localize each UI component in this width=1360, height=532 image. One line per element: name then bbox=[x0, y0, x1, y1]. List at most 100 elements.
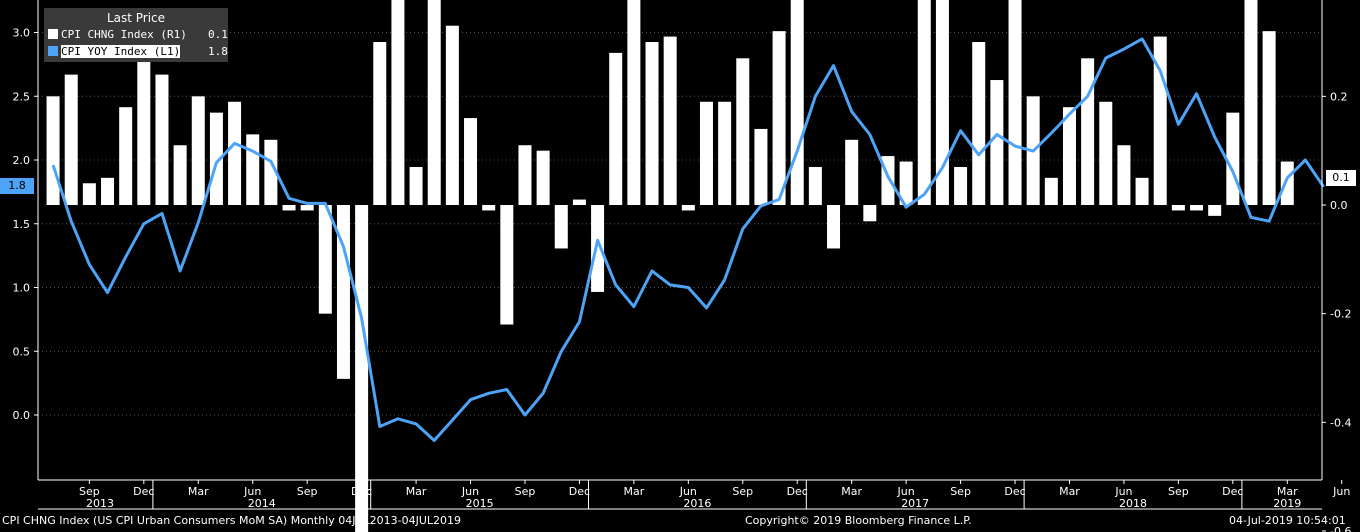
x-month-label: Sep bbox=[1168, 485, 1189, 498]
x-month-label: Dec bbox=[1222, 485, 1243, 498]
bar bbox=[935, 0, 949, 206]
bar bbox=[1062, 107, 1076, 205]
bar bbox=[1280, 161, 1294, 205]
x-month-label: Mar bbox=[406, 485, 427, 498]
bar bbox=[917, 0, 931, 206]
x-month-label: Jun bbox=[243, 485, 261, 498]
y-right-tick-label: 0.2 bbox=[1330, 90, 1348, 103]
bar bbox=[627, 0, 641, 206]
x-month-label: Sep bbox=[515, 485, 536, 498]
bar bbox=[300, 205, 314, 211]
yoy-line bbox=[51, 37, 1325, 442]
bar bbox=[754, 128, 768, 205]
bar bbox=[209, 112, 223, 205]
bar bbox=[1081, 58, 1095, 206]
footer-description: CPI CHNG Index (US CPI Urban Consumers M… bbox=[2, 514, 462, 527]
bar bbox=[373, 42, 387, 206]
bar bbox=[827, 205, 841, 249]
bar bbox=[990, 80, 1004, 205]
x-month-label: Mar bbox=[623, 485, 644, 498]
y-left-tick-label: 2.5 bbox=[13, 90, 31, 103]
x-month-label: Jun bbox=[1332, 485, 1350, 498]
x-month-label: Sep bbox=[732, 485, 753, 498]
bar bbox=[845, 139, 859, 205]
bar bbox=[1244, 0, 1258, 206]
bar bbox=[591, 205, 605, 292]
footer-copyright: Copyright© 2019 Bloomberg Finance L.P. bbox=[745, 514, 972, 527]
y-axis-left: 0.0 0.5 1.0 1.5 2.0 2.5 3.0 bbox=[13, 27, 38, 422]
bar bbox=[246, 134, 260, 205]
x-month-label: Dec bbox=[787, 485, 808, 498]
y-left-tick-label: 1.0 bbox=[13, 282, 31, 295]
x-month-label: Sep bbox=[950, 485, 971, 498]
bar bbox=[64, 74, 78, 205]
y-right-tick-label: -0.2 bbox=[1330, 308, 1351, 321]
bar bbox=[899, 161, 913, 205]
footer-timestamp: 04-Jul-2019 10:54:01 bbox=[1229, 514, 1346, 527]
bar bbox=[972, 42, 986, 206]
bar bbox=[681, 205, 695, 211]
bar bbox=[228, 101, 242, 205]
bar bbox=[645, 42, 659, 206]
y-left-tick-label: 3.0 bbox=[13, 27, 31, 40]
x-month-label: Mar bbox=[841, 485, 862, 498]
y-left-tick-label: 0.0 bbox=[13, 409, 31, 422]
bar bbox=[554, 205, 568, 249]
bar bbox=[1117, 145, 1131, 205]
x-year-label: 2018 bbox=[1119, 497, 1147, 510]
bar bbox=[718, 101, 732, 205]
x-year-label: 2015 bbox=[466, 497, 494, 510]
legend-label: CPI CHNG Index (R1) bbox=[61, 28, 187, 41]
bar bbox=[318, 205, 332, 314]
y-left-tick-label: 0.5 bbox=[13, 345, 31, 358]
bar bbox=[536, 150, 550, 205]
bar bbox=[101, 177, 115, 205]
x-month-label: Dec bbox=[351, 485, 372, 498]
bar bbox=[572, 199, 586, 205]
bar bbox=[336, 205, 350, 379]
x-month-label: Sep bbox=[79, 485, 100, 498]
bar bbox=[282, 205, 296, 211]
bar bbox=[1262, 31, 1276, 206]
legend-value: 0.1 bbox=[208, 28, 228, 41]
bar bbox=[518, 145, 532, 205]
last-value-tag-left: 1.8 bbox=[0, 178, 34, 194]
bar bbox=[482, 205, 496, 211]
y-right-tick-label: 0.0 bbox=[1330, 199, 1348, 212]
bar bbox=[1171, 205, 1185, 211]
bar bbox=[1190, 205, 1204, 211]
bar bbox=[445, 25, 459, 206]
bar bbox=[790, 0, 804, 206]
y-axis-right: -0.6-0.4-0.20.00.20.4 bbox=[1322, 90, 1351, 532]
x-month-label: Mar bbox=[188, 485, 209, 498]
bar bbox=[808, 166, 822, 205]
bar bbox=[699, 101, 713, 205]
bar bbox=[409, 166, 423, 205]
x-month-label: Jun bbox=[461, 485, 479, 498]
bar bbox=[954, 166, 968, 205]
x-month-label: Jun bbox=[1114, 485, 1132, 498]
x-year-label: 2013 bbox=[86, 497, 114, 510]
x-year-label: 2016 bbox=[683, 497, 711, 510]
bar bbox=[191, 96, 205, 205]
legend-value: 1.8 bbox=[208, 45, 228, 58]
last-value-tag-right: 0.1 bbox=[1326, 170, 1356, 186]
x-year-label: 2017 bbox=[901, 497, 929, 510]
legend-item-cpi-yoy: CPI YOY Index (L1) 1.8 bbox=[48, 45, 228, 58]
bar bbox=[173, 145, 187, 205]
bar bbox=[500, 205, 514, 325]
bar bbox=[46, 96, 60, 205]
bar bbox=[1008, 0, 1022, 205]
bar bbox=[137, 58, 151, 206]
x-month-label: Jun bbox=[679, 485, 697, 498]
legend-item-cpi-chng: CPI CHNG Index (R1) 0.1 bbox=[48, 28, 228, 41]
y-right-tick-label: -0.4 bbox=[1330, 416, 1351, 429]
bar bbox=[355, 205, 369, 532]
x-month-label: Sep bbox=[297, 485, 318, 498]
bar bbox=[264, 139, 278, 205]
bar bbox=[772, 31, 786, 206]
x-month-label: Jun bbox=[897, 485, 915, 498]
bar bbox=[1044, 177, 1058, 205]
axes bbox=[37, 0, 1323, 510]
